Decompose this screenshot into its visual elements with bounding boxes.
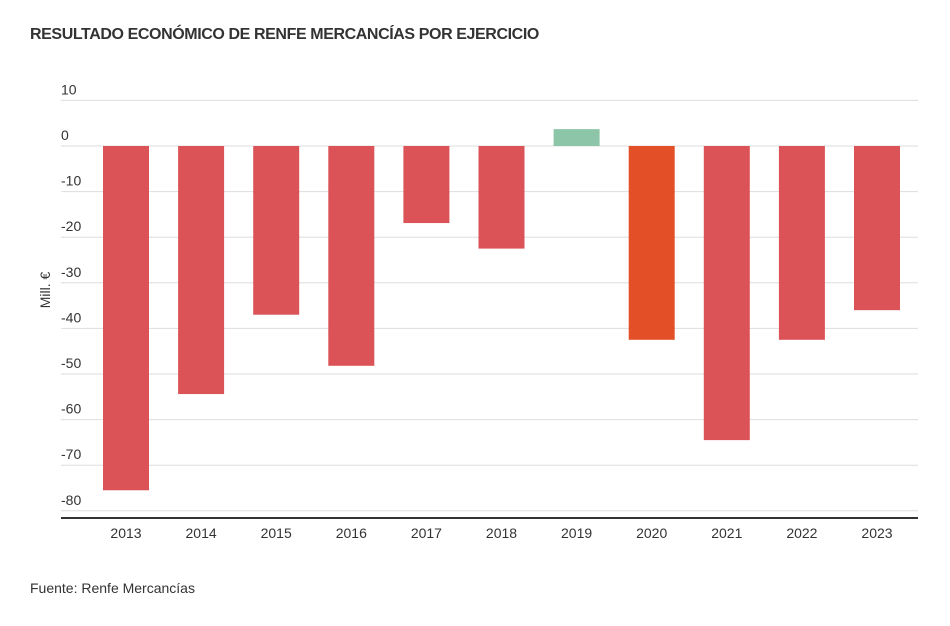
bar-2015 xyxy=(253,146,300,315)
bar-2018 xyxy=(478,146,525,249)
y-tick-label: -50 xyxy=(61,355,81,371)
bar-2016 xyxy=(328,146,375,366)
y-tick-label: -80 xyxy=(61,492,81,508)
y-axis-label: Mill. € xyxy=(37,272,53,309)
source-note: Fuente: Renfe Mercancías xyxy=(30,580,195,596)
x-tick-label: 2020 xyxy=(636,525,667,541)
x-tick-label: 2013 xyxy=(110,525,141,541)
x-tick-label: 2023 xyxy=(861,525,892,541)
bars xyxy=(103,129,900,491)
y-tick-label: -10 xyxy=(61,173,81,189)
bar-2023 xyxy=(854,146,900,311)
bar-2020 xyxy=(628,146,675,340)
bar-2019 xyxy=(553,129,600,146)
y-tick-label: -40 xyxy=(61,309,81,325)
bar-2017 xyxy=(403,146,450,224)
x-axis-ticks: 2013 2014 2015 2016 2017 2018 2019 2020 2021 2022… xyxy=(110,525,892,541)
x-tick-label: 2017 xyxy=(411,525,442,541)
y-tick-label: -20 xyxy=(61,218,81,234)
y-tick-label: -70 xyxy=(61,446,81,462)
x-tick-label: 2021 xyxy=(711,525,742,541)
y-tick-label: 0 xyxy=(61,127,69,143)
bar-2013 xyxy=(103,146,149,491)
x-tick-label: 2016 xyxy=(336,525,367,541)
bar-2021 xyxy=(703,146,750,441)
y-tick-label: 10 xyxy=(61,81,77,97)
y-tick-label: -30 xyxy=(61,264,81,280)
chart-title: RESULTADO ECONÓMICO DE RENFE MERCANCÍAS … xyxy=(30,26,539,43)
x-tick-label: 2022 xyxy=(786,525,817,541)
x-tick-label: 2019 xyxy=(561,525,592,541)
bar-2022 xyxy=(778,146,825,340)
y-tick-label: -60 xyxy=(61,401,81,417)
y-axis-ticks: 10 0 -10 -20 -30 -40 -50 -60 -70 -80 xyxy=(61,81,81,507)
x-tick-label: 2014 xyxy=(186,525,217,541)
x-tick-label: 2015 xyxy=(261,525,292,541)
x-tick-label: 2018 xyxy=(486,525,517,541)
bar-2014 xyxy=(178,146,225,395)
